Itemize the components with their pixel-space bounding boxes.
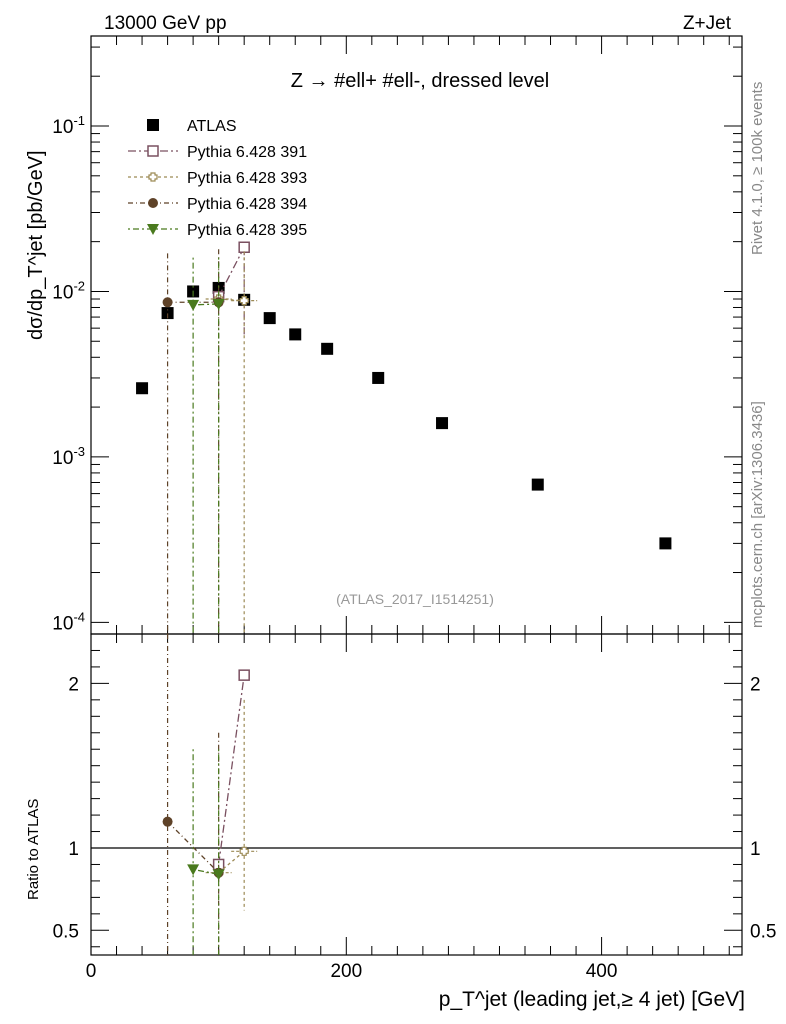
ratio-panel-frame: [90, 633, 743, 956]
x-tick-label: 0: [86, 961, 97, 982]
x-axis-label: p_T^jet (leading jet,≥ 4 jet) [GeV]: [439, 988, 745, 1011]
marker-square: [372, 371, 385, 384]
legend-label-p393: Pythia 6.428 393: [187, 170, 307, 187]
marker-circle: [162, 297, 173, 308]
main-y-axis-label: dσ/dp_T^jet [pb/GeV]: [25, 150, 47, 340]
main-y-tick-label: 10-3: [52, 444, 85, 469]
ratio-series-line-p394: [167, 821, 220, 874]
marker-square: [147, 119, 159, 131]
legend-label-p395: Pythia 6.428 395: [187, 222, 307, 239]
main-series-group: [136, 241, 672, 634]
main-y-tick-label: 10-1: [52, 113, 85, 138]
marker-cross: [148, 172, 158, 182]
ratio-y-tick-label-right: 1: [750, 839, 761, 860]
header-process: Z+Jet: [683, 13, 732, 34]
marker-triangle: [212, 298, 225, 310]
ratio-y-tick-label: 0.5: [53, 921, 79, 942]
marker-open-square: [238, 669, 250, 681]
legend: ATLAS Pythia 6.428 391 Pythia 6.428 393 Pyt…: [128, 118, 307, 239]
ratio-series-line-p395: [192, 868, 219, 875]
ratio-y-tick-label: 1: [68, 839, 79, 860]
marker-triangle: [187, 864, 200, 876]
marker-square: [263, 312, 276, 325]
rivet-label: Rivet 4.1.0, ≥ 100k events: [749, 82, 766, 255]
x-tick-label: 400: [586, 961, 618, 982]
mcplots-label: mcplots.cern.ch [arXiv:1306.3436]: [749, 401, 766, 628]
marker-square: [531, 478, 544, 491]
main-series-line-p395: [193, 303, 219, 306]
marker-square: [161, 307, 174, 320]
ratio-series-group: [162, 634, 258, 955]
marker-cross: [239, 296, 249, 306]
marker-triangle: [212, 869, 225, 881]
ratio-y-axis-label: Ratio to ATLAS: [25, 799, 42, 900]
axis-ticks: 10-1 10-2 10-3 10-4 0 200 400 2 2 1 1 0.5 0.5: [52, 36, 776, 982]
marker-open-square: [238, 241, 250, 253]
marker-open-square: [147, 145, 159, 157]
ratio-y-tick-label-right: 0.5: [750, 921, 776, 942]
marker-square: [659, 537, 672, 550]
legend-label-p394: Pythia 6.428 394: [187, 196, 307, 213]
marker-triangle: [147, 224, 159, 235]
main-y-tick-label: 10-2: [52, 278, 85, 303]
plot-title: Z → #ell+ #ell-, dressed level: [291, 70, 549, 92]
header-energy: 13000 GeV pp: [104, 13, 227, 34]
legend-label-ATLAS: ATLAS: [187, 118, 237, 135]
ratio-y-tick-label-right: 2: [750, 674, 761, 695]
marker-square: [136, 382, 149, 395]
main-series-line-p393: [218, 298, 245, 302]
marker-square: [289, 328, 302, 341]
main-series-line-p391: [218, 246, 245, 297]
marker-triangle: [187, 299, 200, 311]
ratio-series-line-p391: [218, 675, 245, 865]
analysis-id: (ATLAS_2017_I1514251): [336, 591, 494, 607]
main-y-tick-label: 10-4: [52, 609, 85, 634]
x-tick-label: 200: [330, 961, 362, 982]
marker-circle: [148, 198, 158, 208]
marker-circle: [162, 816, 173, 827]
marker-square: [321, 342, 334, 355]
marker-cross: [239, 846, 249, 856]
legend-label-p391: Pythia 6.428 391: [187, 144, 307, 161]
ratio-y-tick-label: 2: [68, 674, 79, 695]
marker-square: [436, 417, 449, 430]
